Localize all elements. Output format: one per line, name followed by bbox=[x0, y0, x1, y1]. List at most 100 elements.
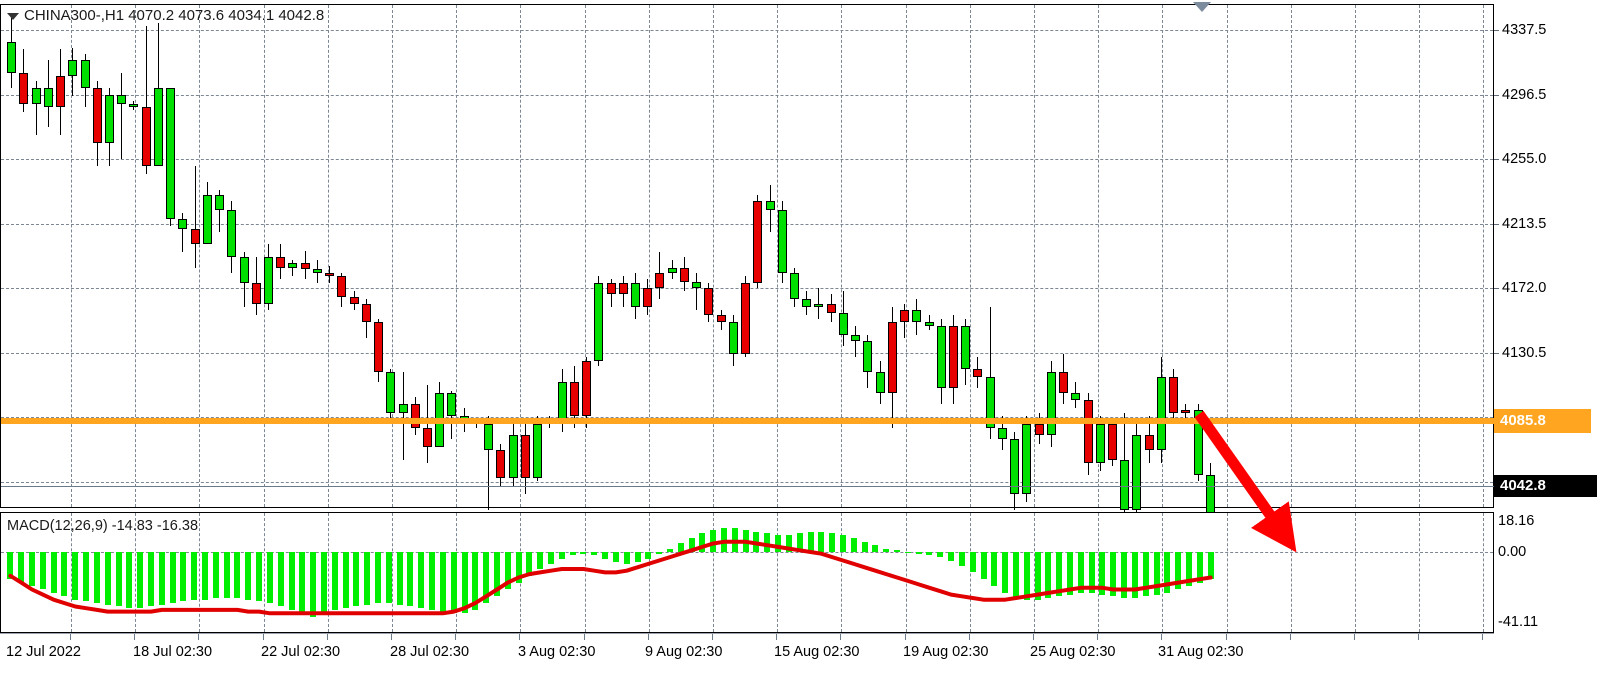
candle-body bbox=[704, 288, 713, 315]
time-axis-tick bbox=[1226, 634, 1227, 640]
candle-wick bbox=[36, 80, 37, 136]
macd-histogram-bar bbox=[72, 552, 78, 600]
macd-histogram-bar bbox=[1035, 552, 1041, 600]
candle-body bbox=[276, 256, 285, 268]
macd-histogram-bar bbox=[18, 552, 24, 583]
time-gridline bbox=[1098, 5, 1099, 507]
time-axis-tick bbox=[198, 634, 199, 640]
macd-histogram-bar bbox=[1089, 552, 1095, 593]
time-axis-tick bbox=[776, 634, 777, 640]
candle-body bbox=[1157, 377, 1166, 451]
candle-body bbox=[374, 322, 383, 373]
macd-histogram-bar bbox=[224, 552, 230, 598]
macd-histogram-bar bbox=[926, 552, 932, 556]
candle-body bbox=[496, 450, 505, 479]
time-axis-tick bbox=[712, 634, 713, 640]
macd-histogram-bar bbox=[126, 552, 132, 609]
candle-body bbox=[533, 423, 542, 479]
macd-histogram-bar bbox=[1186, 552, 1192, 587]
time-tick-label: 28 Jul 02:30 bbox=[390, 644, 470, 660]
macd-time-gridline bbox=[906, 513, 907, 632]
time-axis-tick bbox=[648, 634, 649, 640]
candle-body bbox=[607, 283, 616, 295]
macd-time-gridline bbox=[71, 513, 72, 632]
candle-body bbox=[386, 372, 395, 413]
macd-histogram-bar bbox=[851, 538, 857, 552]
macd-histogram-bar bbox=[159, 552, 165, 605]
triangle-down-icon[interactable] bbox=[7, 13, 19, 20]
candle-body bbox=[998, 428, 1007, 440]
macd-axis[interactable]: 18.16 0.00 -41.11 bbox=[1494, 512, 1597, 633]
orange-price-tag[interactable]: 4085.8 bbox=[1494, 409, 1591, 433]
price-gridline bbox=[1, 30, 1493, 31]
macd-histogram-bar bbox=[1132, 552, 1138, 598]
candle-body bbox=[227, 210, 236, 257]
candle-wick bbox=[195, 166, 196, 268]
time-gridline bbox=[1034, 5, 1035, 507]
macd-histogram-bar bbox=[353, 552, 359, 607]
candle-wick bbox=[121, 72, 122, 159]
triangle-down-marker-icon[interactable] bbox=[1193, 2, 1211, 12]
candle-body bbox=[1022, 423, 1031, 494]
time-axis-tick bbox=[969, 634, 970, 640]
macd-histogram-bar bbox=[61, 552, 67, 597]
candle-body bbox=[350, 297, 359, 304]
candle-body bbox=[203, 194, 212, 245]
macd-histogram-bar bbox=[537, 552, 543, 570]
macd-histogram-bar bbox=[678, 543, 684, 552]
time-tick-label: 9 Aug 02:30 bbox=[645, 644, 723, 660]
macd-histogram-bar bbox=[234, 552, 240, 598]
candle-body bbox=[423, 428, 432, 448]
orange-level-line[interactable] bbox=[1, 418, 1495, 424]
candle-body bbox=[215, 194, 224, 211]
time-gridline bbox=[1291, 5, 1292, 507]
macd-histogram-bar bbox=[635, 552, 641, 563]
macd-indicator-panel[interactable]: MACD(12,26,9) -14.83 -16.38 bbox=[0, 512, 1494, 633]
candle-body bbox=[961, 325, 970, 370]
macd-time-gridline bbox=[649, 513, 650, 632]
macd-histogram-bar bbox=[797, 533, 803, 552]
macd-histogram-bar bbox=[245, 552, 251, 600]
candle-body bbox=[1108, 423, 1117, 460]
macd-histogram-bar bbox=[267, 552, 273, 604]
candle-body bbox=[827, 303, 836, 314]
last-price-tag[interactable]: 4042.8 bbox=[1494, 475, 1597, 497]
candle-wick bbox=[990, 306, 991, 440]
candle-wick bbox=[696, 272, 697, 310]
macd-histogram-bar bbox=[667, 548, 673, 552]
macd-histogram-bar bbox=[1002, 552, 1008, 593]
price-chart-panel[interactable] bbox=[0, 4, 1495, 526]
macd-time-gridline bbox=[264, 513, 265, 632]
time-axis[interactable]: 12 Jul 2022 18 Jul 02:30 22 Jul 02:30 28 Ju… bbox=[0, 633, 1494, 675]
macd-histogram-bar bbox=[883, 548, 889, 552]
time-axis-tick bbox=[134, 634, 135, 640]
macd-histogram-bar bbox=[191, 552, 197, 600]
macd-signal-line bbox=[8, 539, 1213, 616]
macd-tick-label: 0.00 bbox=[1498, 544, 1527, 560]
time-gridline bbox=[199, 5, 200, 507]
candle-body bbox=[288, 263, 297, 268]
macd-time-gridline bbox=[713, 513, 714, 632]
macd-histogram-bar bbox=[1024, 552, 1030, 600]
price-tick bbox=[1494, 352, 1499, 354]
candle-body bbox=[154, 88, 163, 167]
macd-time-gridline bbox=[777, 513, 778, 632]
candle-body bbox=[93, 88, 102, 144]
price-tick bbox=[1494, 94, 1499, 96]
time-tick-label: 15 Aug 02:30 bbox=[774, 644, 860, 660]
macd-time-gridline bbox=[1483, 513, 1484, 632]
macd-histogram-bar bbox=[40, 552, 46, 590]
macd-histogram-bar bbox=[418, 552, 424, 609]
candle-wick bbox=[182, 213, 183, 253]
candle-body bbox=[1120, 459, 1129, 510]
macd-histogram-bar bbox=[7, 552, 13, 580]
price-gridline bbox=[1, 159, 1493, 160]
candle-wick bbox=[488, 415, 489, 510]
macd-time-gridline bbox=[1098, 513, 1099, 632]
macd-histogram-bar bbox=[948, 552, 954, 561]
macd-histogram-bar bbox=[1045, 552, 1051, 598]
time-axis-tick bbox=[263, 634, 264, 640]
time-gridline bbox=[135, 5, 136, 507]
price-tick-label: 4337.5 bbox=[1502, 22, 1547, 38]
